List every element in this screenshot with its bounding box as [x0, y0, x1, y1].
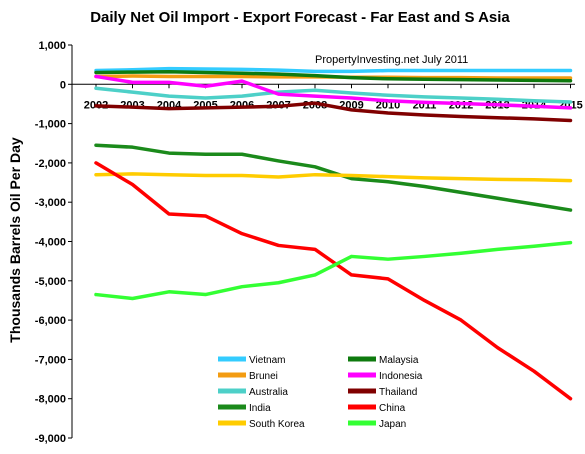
- chart-title: Daily Net Oil Import - Export Forecast -…: [90, 9, 510, 26]
- y-tick-label: -3,000: [35, 197, 66, 209]
- series-line-malaysia: [94, 69, 573, 83]
- legend: Vietnam Brunei Australia India South Korea Ma…: [218, 355, 423, 430]
- plot-area: [72, 45, 575, 438]
- series-line-indonesia: [94, 74, 573, 110]
- series-line-china: [94, 161, 573, 401]
- y-tick-label: -4,000: [35, 237, 66, 249]
- y-tick-label: -9,000: [35, 433, 66, 445]
- legend-label: Australia: [249, 387, 288, 398]
- series-line-vietnam: [94, 66, 573, 74]
- y-tick-label: -6,000: [35, 315, 66, 327]
- series-line-japan: [94, 240, 573, 301]
- y-tick-label: -2,000: [35, 158, 66, 170]
- y-tick-label: -8,000: [35, 394, 66, 406]
- y-tick-label: -7,000: [35, 354, 66, 366]
- legend-label: Malaysia: [379, 355, 419, 366]
- legend-label: Indonesia: [379, 371, 423, 382]
- series-line-thailand: [94, 101, 573, 123]
- series-line-australia: [94, 86, 573, 104]
- legend-label: South Korea: [249, 419, 305, 430]
- y-tick-label: -1,000: [35, 119, 66, 131]
- y-axis: 1,000 0 -1,000 -2,000 -3,000 -4,000 -5,000 -6,0…: [35, 40, 73, 445]
- y-tick-label: 0: [60, 79, 66, 91]
- series-line-india: [94, 143, 573, 212]
- series-line-south-korea: [94, 172, 573, 183]
- y-axis-label: Thousands Barrels Oil Per Day: [7, 137, 23, 343]
- legend-label: India: [249, 403, 271, 414]
- legend-label: China: [379, 403, 406, 414]
- annotation-box: [310, 51, 470, 67]
- series-lines: [94, 66, 573, 401]
- legend-label: Japan: [379, 419, 406, 430]
- source-annotation: PropertyInvesting.net July 2011: [315, 54, 468, 66]
- legend-label: Vietnam: [249, 355, 286, 366]
- legend-label: Thailand: [379, 387, 417, 398]
- y-tick-label: 1,000: [38, 40, 66, 52]
- legend-label: Brunei: [249, 371, 278, 382]
- y-tick-label: -5,000: [35, 276, 66, 288]
